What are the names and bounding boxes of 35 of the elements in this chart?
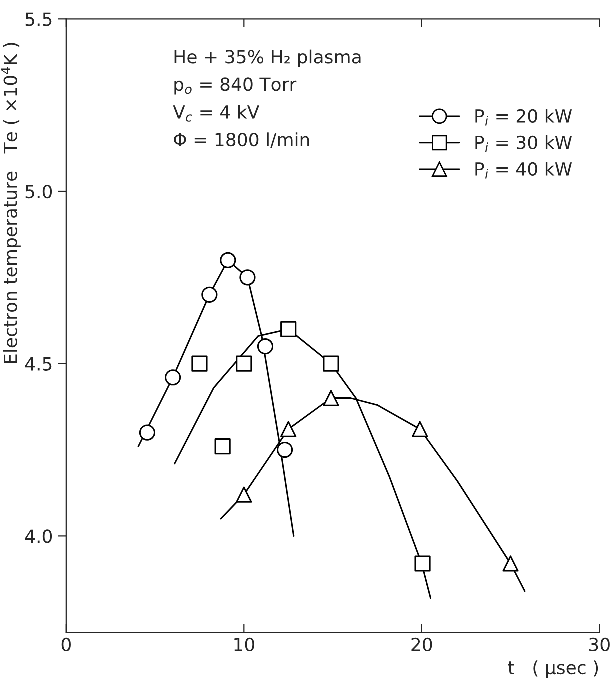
x-tick-label: 10 [234, 638, 254, 652]
legend-label: P$_{i}$ = 40 kW [476, 162, 572, 179]
point [502, 556, 519, 572]
point [165, 370, 182, 386]
point [139, 424, 156, 441]
y-axis-title: Electron temperature Te ( ×10$^{4}$K ) [1, 43, 21, 364]
point [280, 421, 297, 438]
legend-label: P$_{i}$ = 20 kW [476, 109, 572, 126]
point [257, 338, 274, 355]
y-tick-label: 4.5 [25, 358, 52, 371]
y-tick-label: 5.5 [26, 12, 52, 26]
point [214, 438, 231, 455]
point [412, 421, 428, 438]
x-tick-label: 30 [590, 638, 610, 652]
annotation: V$_{c}$ = 4 kV [173, 105, 260, 122]
point [276, 442, 294, 458]
point [236, 486, 252, 503]
x-tick-label: 20 [412, 638, 432, 652]
annotation: He + 35% H₂ plasma [174, 50, 361, 68]
point [236, 356, 252, 372]
point [323, 356, 340, 372]
point [280, 321, 297, 338]
x-axis-title: t ( μsec ) [508, 660, 598, 678]
point [240, 270, 256, 286]
annotation: p$_{o}$ = 840 Torr [174, 78, 297, 95]
legend-label: P$_{i}$ = 30 kW [476, 136, 572, 152]
point [192, 356, 208, 372]
y-tick-label: 5.0 [26, 184, 52, 199]
annotation: Φ = 1800 l/min [174, 132, 310, 148]
x-tick-label: 0 [62, 638, 71, 652]
point [202, 286, 218, 303]
point [323, 390, 340, 406]
point [220, 252, 236, 268]
y-tick-label: 4.0 [25, 530, 52, 544]
point [414, 556, 431, 572]
